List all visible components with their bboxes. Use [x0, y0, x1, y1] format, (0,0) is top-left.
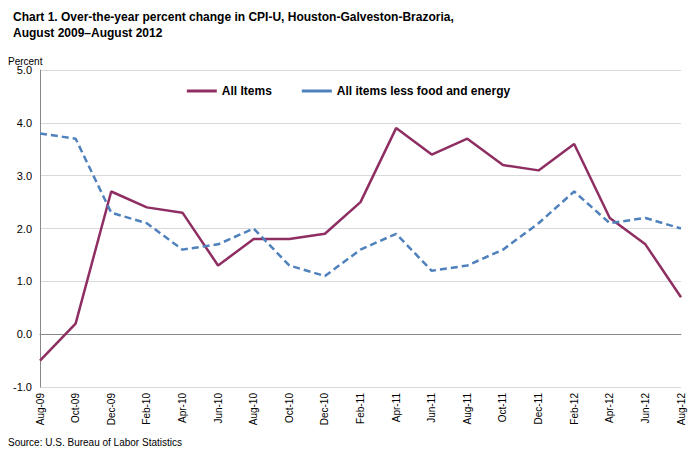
svg-text:Jun-12: Jun-12 [640, 393, 651, 424]
svg-text:Aug-09: Aug-09 [35, 393, 46, 426]
svg-text:Apr-10: Apr-10 [177, 393, 188, 423]
svg-text:1.0: 1.0 [17, 275, 32, 287]
svg-text:0.0: 0.0 [17, 328, 32, 340]
svg-text:Percent: Percent [8, 55, 43, 67]
svg-text:Apr-12: Apr-12 [604, 393, 615, 423]
svg-text:All items less food and energy: All items less food and energy [337, 84, 511, 98]
svg-text:Oct-09: Oct-09 [70, 393, 81, 423]
svg-text:Source: U.S. Bureau of Labor S: Source: U.S. Bureau of Labor Statistics [8, 437, 182, 448]
svg-text:3.0: 3.0 [17, 170, 32, 182]
svg-text:Aug-12: Aug-12 [676, 393, 687, 426]
svg-text:Aug-10: Aug-10 [248, 393, 259, 426]
svg-text:Chart 1. Over-the-year percent: Chart 1. Over-the-year percent change in… [13, 10, 454, 24]
svg-text:Dec-10: Dec-10 [319, 393, 330, 426]
svg-text:Oct-11: Oct-11 [497, 393, 508, 423]
svg-text:August 2009–August 2012: August 2009–August 2012 [13, 26, 163, 40]
svg-text:Jun-11: Jun-11 [426, 393, 437, 423]
svg-text:Apr-11: Apr-11 [391, 393, 402, 423]
svg-text:Feb-12: Feb-12 [569, 393, 580, 425]
svg-text:Jun-10: Jun-10 [213, 393, 224, 424]
svg-text:Aug-11: Aug-11 [462, 393, 473, 425]
svg-text:Oct-10: Oct-10 [284, 393, 295, 423]
svg-text:Dec-11: Dec-11 [533, 393, 544, 425]
svg-text:Feb-10: Feb-10 [141, 393, 152, 425]
svg-text:Dec-09: Dec-09 [106, 393, 117, 426]
svg-text:All Items: All Items [222, 84, 272, 98]
svg-text:-1.0: -1.0 [13, 381, 32, 393]
svg-text:5.0: 5.0 [17, 64, 32, 76]
svg-text:4.0: 4.0 [17, 117, 32, 129]
svg-text:Feb-11: Feb-11 [355, 393, 366, 424]
svg-text:2.0: 2.0 [17, 223, 32, 235]
